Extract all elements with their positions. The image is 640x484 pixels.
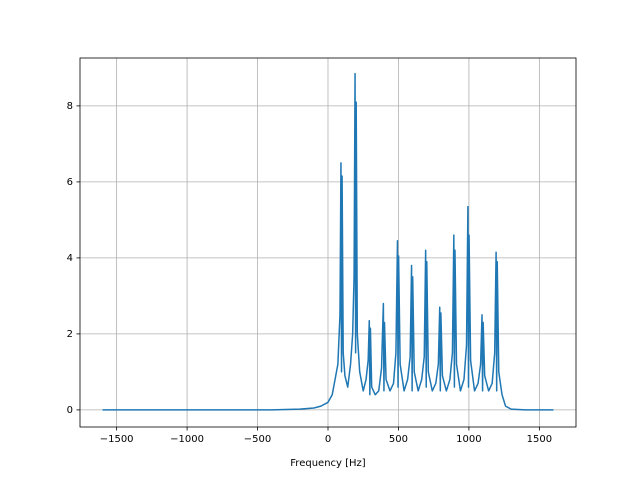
y-tick-label: 8 [67,101,73,112]
x-tick-label: −1500 [100,434,134,445]
y-tick-label: 4 [67,253,73,264]
x-tick-label: 500 [389,434,408,445]
line [102,72,554,411]
x-tick-label: 1500 [527,434,552,445]
plot-frame [79,57,577,428]
y-tick-label: 0 [67,405,73,416]
x-axis-label: Frequency [Hz] [290,458,366,469]
x-tick-label: −1000 [170,434,204,445]
x-tick-label: 1000 [456,434,481,445]
y-tick-label: 2 [67,329,73,340]
y-tick-label: 6 [67,177,73,188]
x-tick-label: −500 [244,434,271,445]
x-tick-label: 0 [325,434,331,445]
